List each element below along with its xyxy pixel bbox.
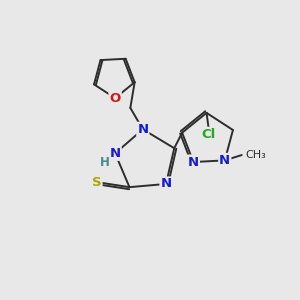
Text: H: H — [100, 156, 110, 169]
Text: N: N — [188, 155, 199, 169]
Text: N: N — [219, 154, 230, 167]
Text: Cl: Cl — [202, 128, 216, 141]
Text: S: S — [92, 176, 102, 189]
Text: N: N — [137, 123, 148, 136]
Text: N: N — [160, 178, 172, 190]
Text: O: O — [110, 92, 121, 105]
Text: CH₃: CH₃ — [246, 150, 266, 160]
Text: N: N — [110, 147, 121, 160]
